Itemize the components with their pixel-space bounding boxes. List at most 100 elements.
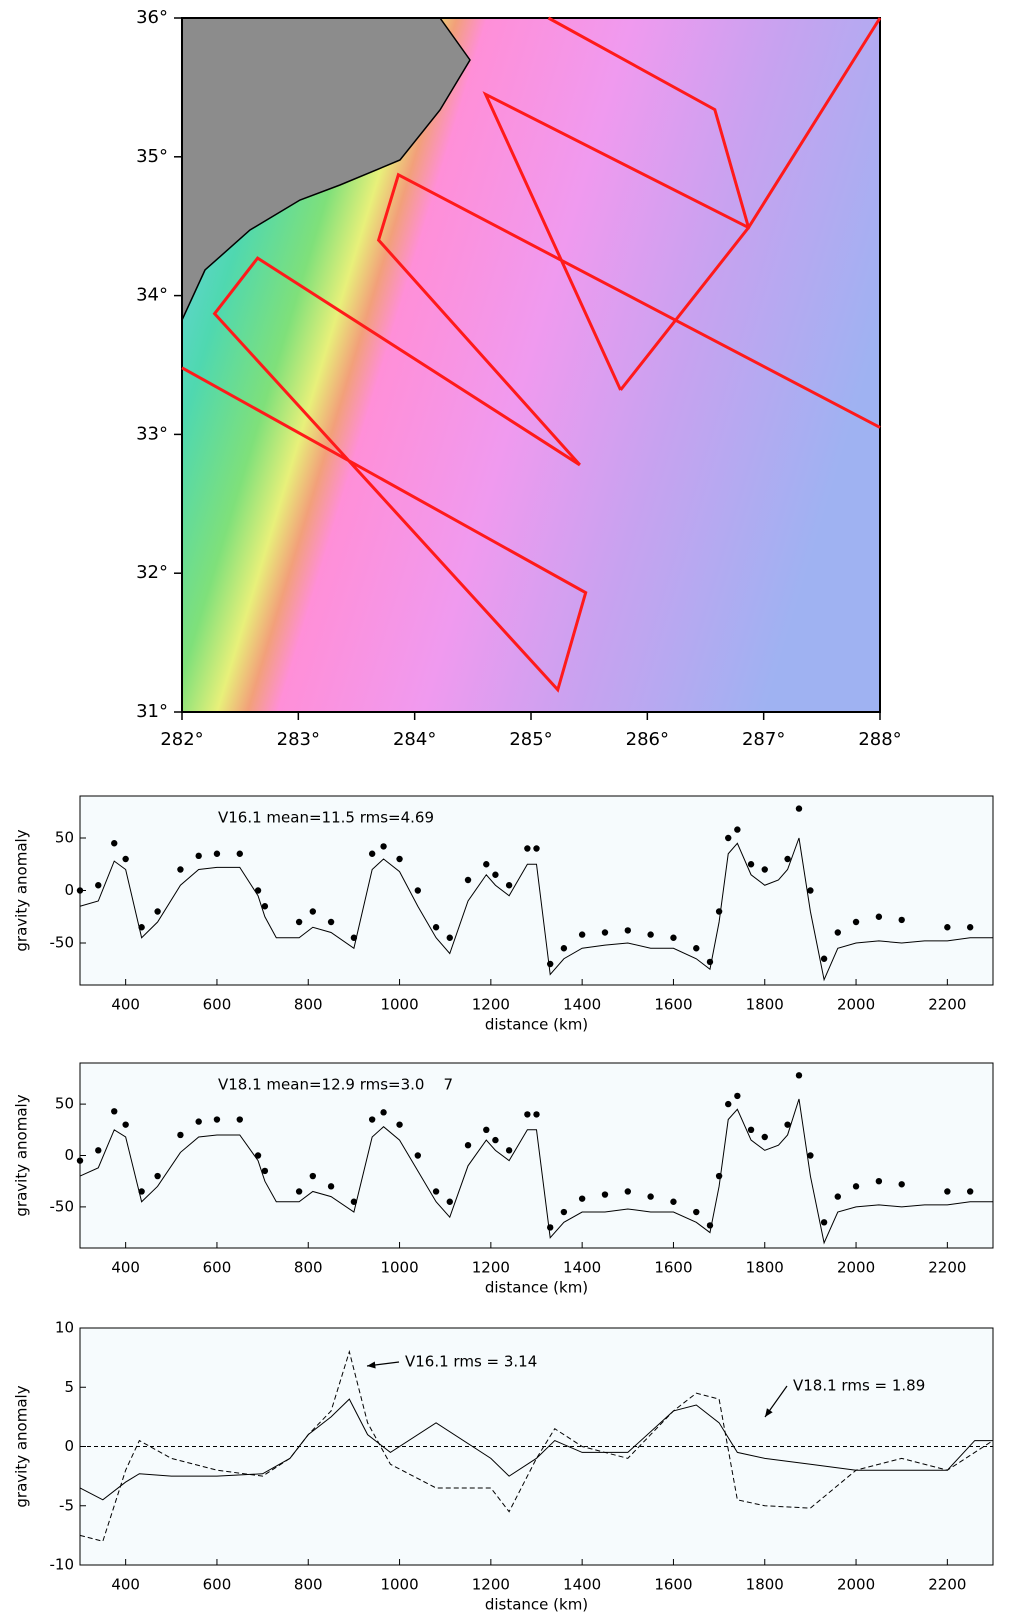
x-tick-label: 1200: [472, 1259, 510, 1277]
map-background: [182, 18, 880, 712]
data-dot: [834, 1193, 841, 1200]
data-dot: [446, 1198, 453, 1205]
data-dot: [546, 960, 554, 968]
data-dot: [213, 1116, 221, 1123]
data-dot: [432, 924, 440, 931]
x-tick-label: 2200: [928, 996, 966, 1014]
data-dot: [154, 908, 161, 915]
data-dot: [464, 1142, 472, 1149]
y-axis-label: gravity anomaly: [13, 1094, 31, 1216]
data-dot: [295, 1188, 303, 1195]
data-dot: [725, 834, 732, 842]
ship-track: [181, 256, 588, 693]
data-dot: [177, 1131, 184, 1139]
x-tick-label: 284°: [393, 729, 436, 750]
x-tick-label: 286°: [626, 729, 669, 750]
data-dot: [834, 929, 841, 936]
data-dot: [693, 1208, 700, 1216]
data-dot: [898, 1181, 905, 1188]
data-dot: [195, 1118, 202, 1125]
y-tick-label: 33°: [136, 423, 168, 444]
data-dot: [154, 1172, 161, 1180]
data-dot: [578, 1195, 586, 1202]
x-tick-label: 800: [294, 1576, 323, 1594]
y-tick-label: -50: [50, 1197, 75, 1215]
data-dot: [533, 845, 540, 852]
x-tick-label: 600: [203, 996, 232, 1014]
data-dot: [138, 1188, 145, 1195]
x-axis-label: distance (km): [485, 1016, 588, 1034]
x-tick-label: 2000: [837, 1259, 875, 1277]
data-dot: [524, 1111, 531, 1118]
x-tick-label: 400: [111, 1259, 140, 1277]
x-tick-label: 400: [111, 1576, 140, 1594]
x-tick-label: 287°: [742, 729, 785, 750]
data-dot: [236, 1116, 243, 1123]
x-tick-label: 1000: [380, 996, 418, 1014]
data-dot: [111, 1108, 118, 1115]
y-tick-label: 34°: [136, 285, 168, 306]
data-dot: [122, 1121, 129, 1128]
y-axis-label: gravity anomaly: [13, 829, 31, 951]
x-tick-label: 400: [111, 996, 140, 1014]
data-dot: [852, 1183, 860, 1190]
data-dot: [380, 843, 387, 850]
data-dot: [734, 826, 741, 833]
y-tick-label: -5: [59, 1496, 74, 1514]
panel-text: V18.1 mean=12.9 rms=3.0 7: [218, 1076, 453, 1094]
data-dot: [761, 1133, 768, 1141]
data-dot: [111, 840, 118, 847]
data-dot: [560, 1208, 568, 1216]
data-dot: [560, 945, 568, 952]
data-dot: [327, 1183, 335, 1190]
y-tick-label: 50: [55, 1095, 74, 1113]
data-dot: [213, 850, 221, 857]
series-line: [79, 1398, 993, 1501]
y-tick-label: -50: [50, 934, 75, 952]
x-tick-label: 1000: [380, 1576, 418, 1594]
data-dot: [875, 913, 883, 920]
data-dot: [784, 1121, 791, 1128]
data-dot: [254, 1152, 262, 1159]
series-line: [79, 1349, 994, 1542]
x-tick-label: 800: [294, 996, 323, 1014]
data-dot: [898, 916, 905, 924]
y-tick-label: 36°: [136, 7, 168, 28]
data-dot: [483, 861, 490, 868]
data-dot: [380, 1109, 387, 1116]
data-dot: [734, 1092, 741, 1100]
data-dot: [807, 887, 814, 894]
data-dot: [95, 882, 102, 889]
data-dot: [624, 927, 631, 934]
plot-area: [79, 1062, 994, 1249]
data-dot: [944, 1188, 951, 1195]
x-tick-label: 2000: [837, 1576, 875, 1594]
ship-track: [547, 16, 751, 391]
x-tick-label: 1800: [746, 996, 784, 1014]
data-dot: [177, 866, 184, 873]
y-tick-label: -10: [50, 1556, 75, 1574]
x-tick-label: 1000: [380, 1259, 418, 1277]
x-tick-label: 283°: [277, 729, 320, 750]
data-dot: [254, 887, 262, 894]
data-dot: [464, 876, 472, 884]
arrow-head: [765, 1408, 773, 1417]
x-tick-label: 1600: [654, 996, 692, 1014]
data-dot: [261, 1167, 269, 1175]
data-dot: [236, 850, 243, 857]
x-tick-label: 1600: [654, 1576, 692, 1594]
data-dot: [647, 1193, 654, 1200]
x-tick-label: 1400: [563, 996, 601, 1014]
data-dot: [546, 1224, 554, 1231]
series-line: [79, 837, 993, 982]
data-dot: [647, 931, 654, 938]
data-dot: [601, 929, 609, 936]
data-dot: [368, 1116, 376, 1123]
data-dot: [483, 1126, 490, 1134]
data-dot: [492, 1136, 499, 1144]
plot-2: 400 600 800 1000 1200 1400 1600 1800 2000 2200 -50…: [13, 1062, 994, 1297]
data-dot: [761, 866, 768, 873]
y-tick-label: 31°: [136, 701, 168, 722]
